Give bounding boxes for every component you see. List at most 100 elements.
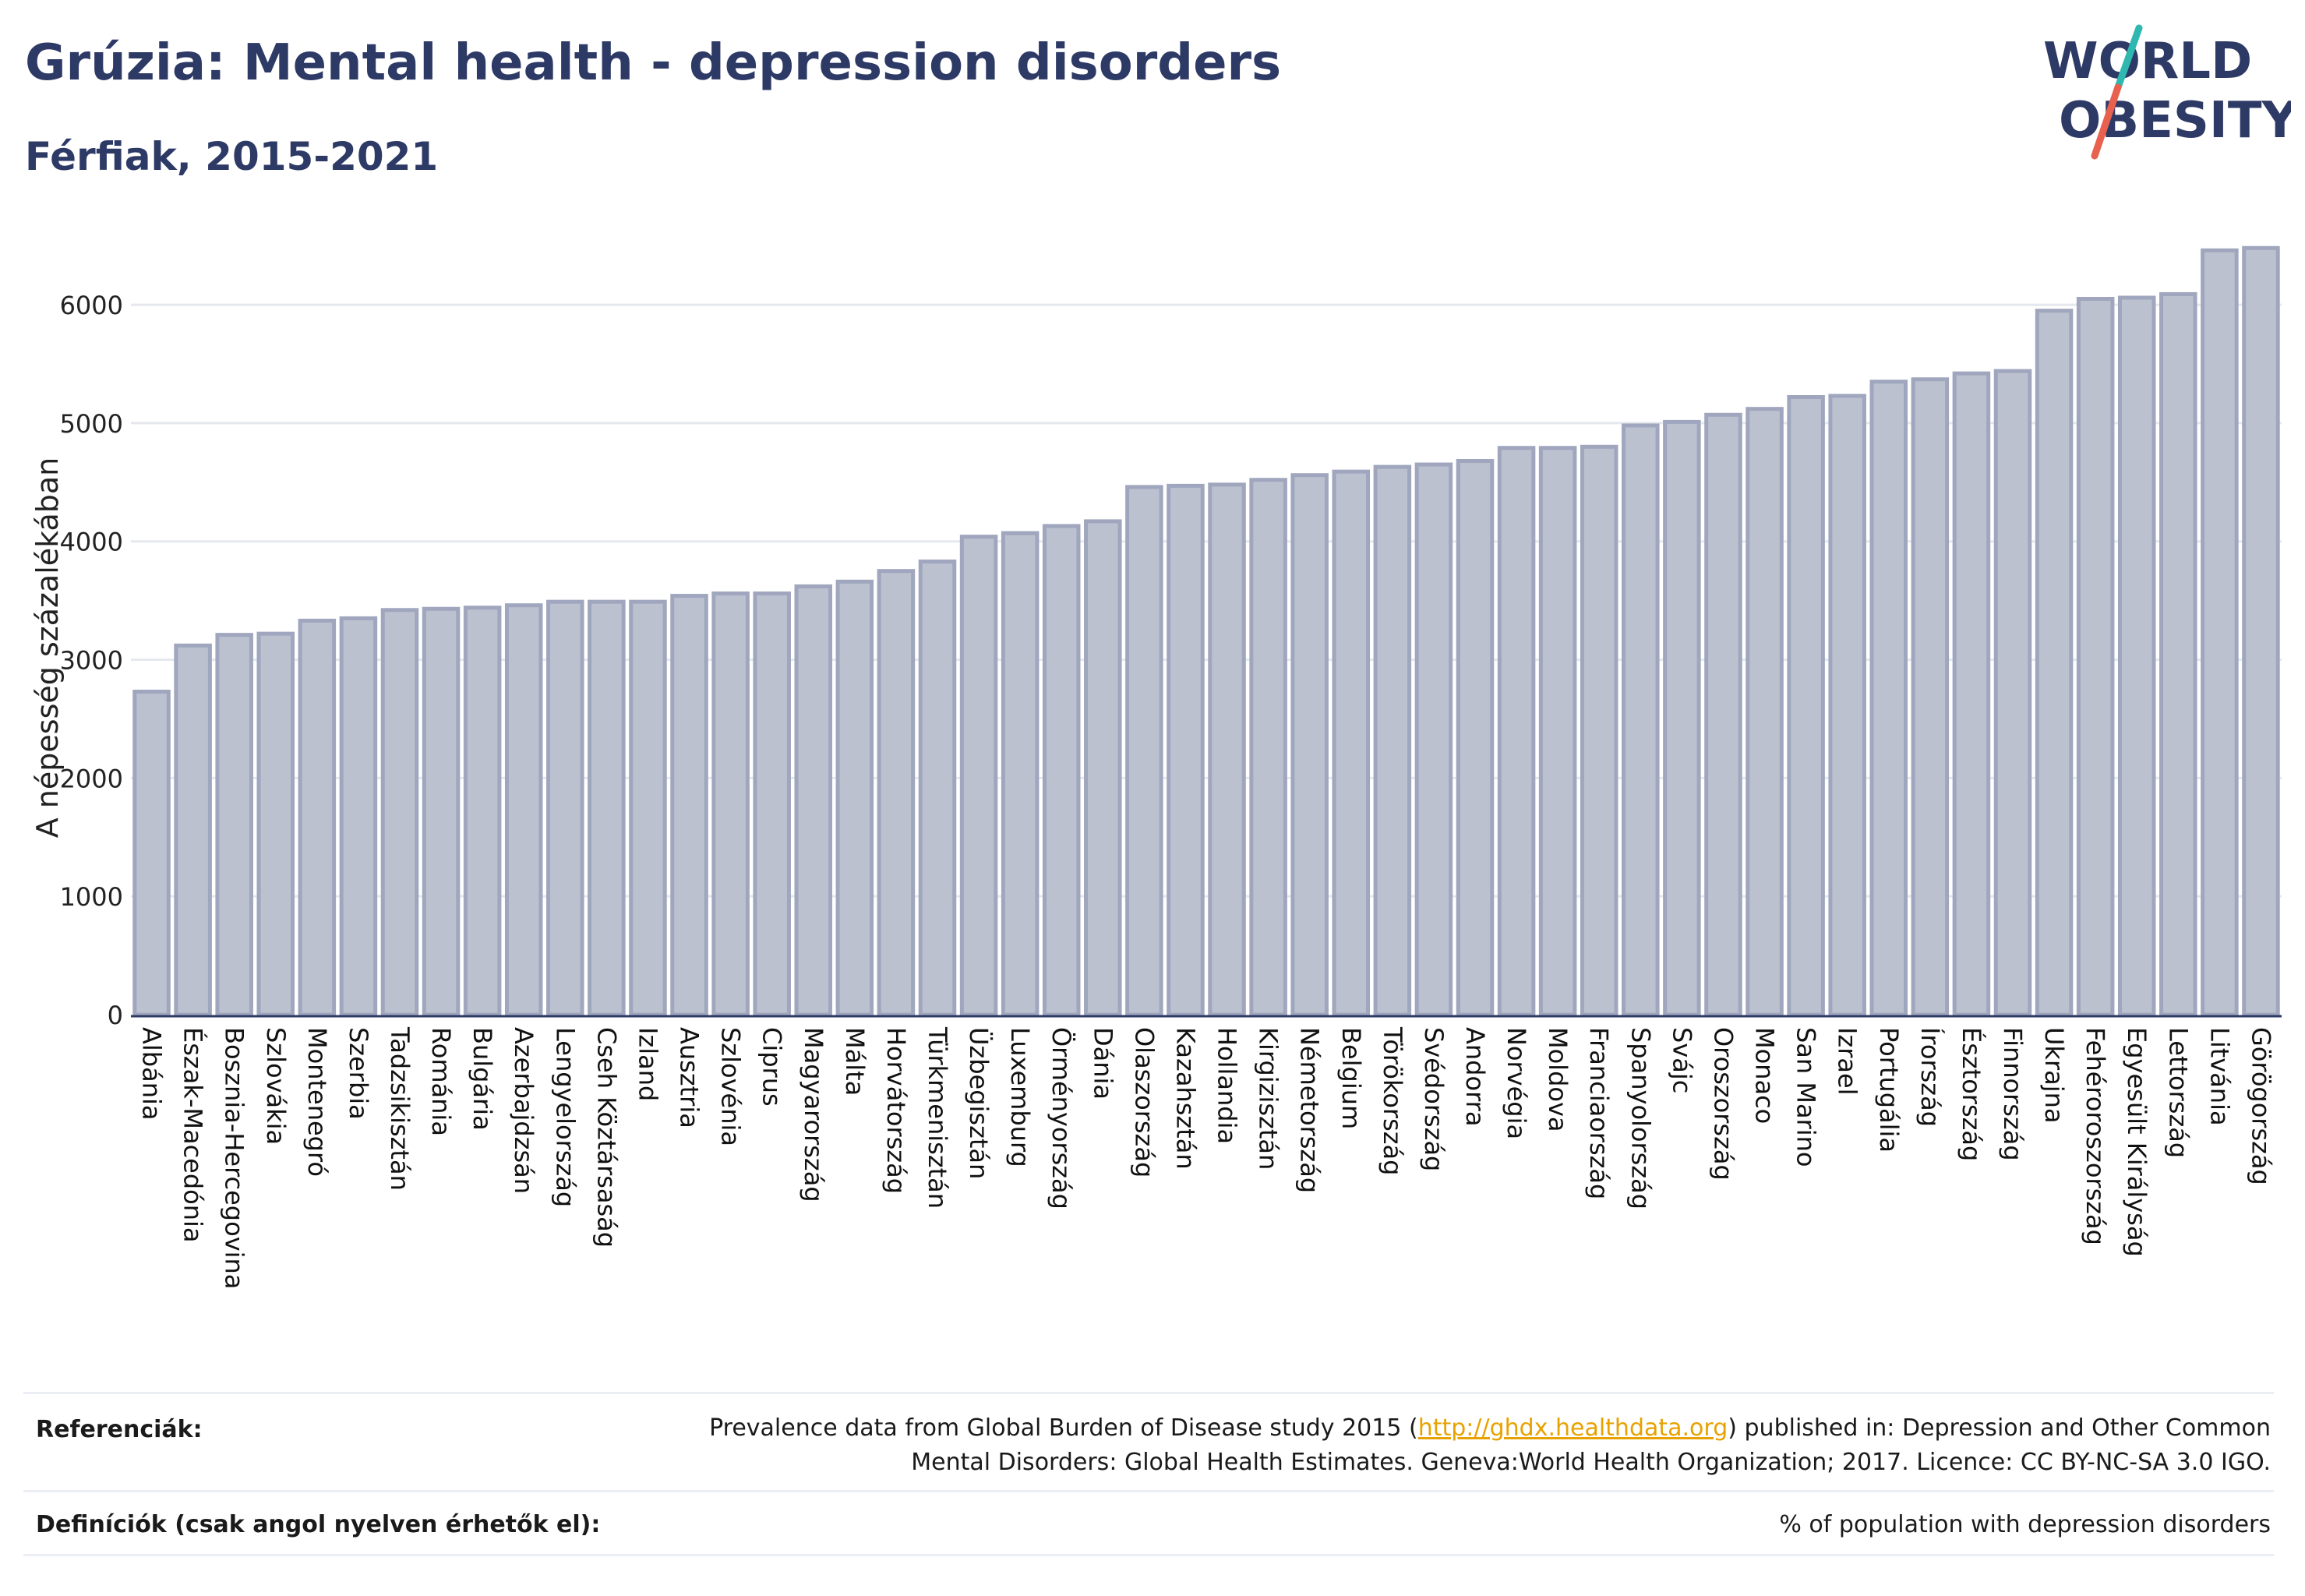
bar[interactable] — [1952, 371, 1991, 1017]
chart-title: Grúzia: Mental health - depression disor… — [25, 34, 1282, 92]
x-tick-label: Bulgária — [468, 1027, 497, 1131]
bar[interactable] — [1249, 478, 1287, 1017]
bar[interactable] — [2076, 297, 2115, 1017]
x-tick-label: Svájc — [1667, 1027, 1696, 1093]
bar[interactable] — [1828, 394, 1866, 1017]
x-tick-label: Szlovákia — [261, 1027, 291, 1145]
x-tick-label: Észtország — [1957, 1027, 1986, 1161]
bar[interactable] — [1332, 469, 1371, 1017]
bar[interactable] — [380, 608, 419, 1017]
bar[interactable] — [1001, 531, 1040, 1017]
x-tick-label: Cseh Köztársaság — [591, 1027, 621, 1248]
x-tick-label: Örményország — [1047, 1027, 1076, 1209]
x-tick-label: Szerbia — [344, 1027, 373, 1120]
references-text: Prevalence data from Global Burden of Di… — [709, 1411, 2271, 1480]
bar[interactable] — [215, 633, 253, 1017]
x-tick-label: Moldova — [1543, 1027, 1573, 1132]
x-tick-label: Észak-Macedónia — [178, 1027, 208, 1243]
footer-bottom-divider — [23, 1554, 2274, 1556]
x-tick-label: Németország — [1295, 1027, 1325, 1193]
x-tick-label: Lengyelország — [550, 1027, 580, 1207]
bar[interactable] — [1456, 458, 1495, 1017]
bar[interactable] — [1125, 485, 1163, 1017]
bar[interactable] — [1208, 482, 1246, 1017]
bar[interactable] — [1580, 444, 1618, 1017]
logo-slash-icon — [2114, 24, 2143, 91]
bar[interactable] — [1042, 524, 1081, 1017]
bar[interactable] — [1373, 464, 1412, 1017]
bar[interactable] — [1538, 446, 1577, 1017]
bar[interactable] — [463, 606, 502, 1017]
bar[interactable] — [1869, 380, 1908, 1017]
x-tick-label: Magyarország — [799, 1027, 828, 1202]
y-tick-label: 3000 — [60, 646, 123, 676]
x-tick-label: Dánia — [1088, 1027, 1117, 1100]
references-text-part1: Prevalence data from Global Burden of Di… — [709, 1414, 1418, 1442]
bar[interactable] — [1167, 483, 1205, 1017]
x-tick-label: San Marino — [1791, 1027, 1821, 1167]
x-tick-label: Fehéroroszország — [2081, 1027, 2110, 1245]
bar[interactable] — [1787, 395, 1825, 1017]
bar[interactable] — [794, 584, 833, 1017]
bar[interactable] — [959, 535, 998, 1017]
x-tick-label: Olaszország — [1129, 1027, 1159, 1178]
y-tick-label: 2000 — [60, 764, 123, 793]
bar[interactable] — [256, 631, 295, 1017]
references-link[interactable]: http://ghdx.healthdata.org — [1417, 1414, 1728, 1442]
bar[interactable] — [588, 599, 626, 1017]
x-tick-label: Izrael — [1833, 1027, 1862, 1096]
bar[interactable] — [918, 560, 957, 1017]
x-tick-label: Bosznia-Hercegovina — [220, 1027, 249, 1289]
bar[interactable] — [298, 618, 337, 1017]
bar[interactable] — [1911, 377, 1950, 1017]
bar[interactable] — [2201, 248, 2239, 1017]
x-tick-label: Albánia — [137, 1027, 167, 1120]
bar[interactable] — [2159, 291, 2197, 1017]
bar[interactable] — [1746, 407, 1784, 1017]
footer-definitions-row: Definíciók (csak angol nyelven érhetők e… — [23, 1490, 2274, 1556]
x-tick-label: Egyesült Királyság — [2122, 1027, 2151, 1257]
x-tick-label: Törökország — [1378, 1026, 1407, 1175]
bar[interactable] — [1497, 446, 1536, 1017]
x-tick-label: Hollandia — [1213, 1027, 1242, 1144]
bar[interactable] — [2117, 295, 2156, 1017]
bar[interactable] — [339, 616, 378, 1017]
bar[interactable] — [132, 690, 171, 1017]
x-tick-label: Spanyolország — [1626, 1027, 1655, 1209]
bar[interactable] — [2242, 245, 2280, 1017]
bar[interactable] — [422, 606, 461, 1017]
x-tick-label: Izland — [633, 1027, 662, 1101]
bar[interactable] — [670, 594, 708, 1017]
x-tick-label: Finnország — [1998, 1027, 2028, 1161]
bar[interactable] — [1993, 369, 2032, 1017]
x-tick-label: Azerbajdzsán — [509, 1027, 538, 1194]
bar[interactable] — [1414, 462, 1453, 1017]
x-tick-label: Kirgizisztán — [1254, 1027, 1283, 1170]
x-tick-label: Írország — [1915, 1027, 1945, 1127]
bar[interactable] — [1622, 423, 1660, 1017]
y-tick-label: 6000 — [60, 291, 123, 320]
bar[interactable] — [711, 591, 750, 1017]
bar[interactable] — [629, 599, 667, 1017]
x-tick-label: Málta — [840, 1027, 870, 1096]
x-tick-label: Üzbegisztán — [964, 1027, 994, 1179]
x-tick-label: Tadzsikisztán — [385, 1026, 415, 1191]
bar[interactable] — [835, 579, 874, 1017]
bar[interactable] — [504, 603, 543, 1017]
bar[interactable] — [174, 643, 212, 1017]
bar[interactable] — [546, 599, 584, 1017]
bar[interactable] — [1704, 412, 1742, 1017]
footer-references-row: Referenciák: Prevalence data from Global… — [23, 1392, 2274, 1492]
bar[interactable] — [2035, 309, 2074, 1017]
bar-chart: 0 1000 2000 3000 4000 5000 6000 Albánia Észak-M… — [30, 245, 2282, 1289]
y-tick-label: 4000 — [60, 528, 123, 557]
bar[interactable] — [1084, 519, 1122, 1017]
bar[interactable] — [753, 591, 791, 1017]
bar[interactable] — [1663, 419, 1701, 1017]
world-obesity-logo[interactable]: WORLD OBESITY — [2026, 22, 2291, 162]
bar[interactable] — [1290, 473, 1329, 1017]
x-tick-label: Svédország — [1419, 1027, 1449, 1171]
x-tick-label: Kazahsztán — [1170, 1027, 1200, 1170]
definitions-label: Definíciók (csak angol nyelven érhetők e… — [36, 1511, 601, 1538]
bar[interactable] — [877, 569, 916, 1017]
